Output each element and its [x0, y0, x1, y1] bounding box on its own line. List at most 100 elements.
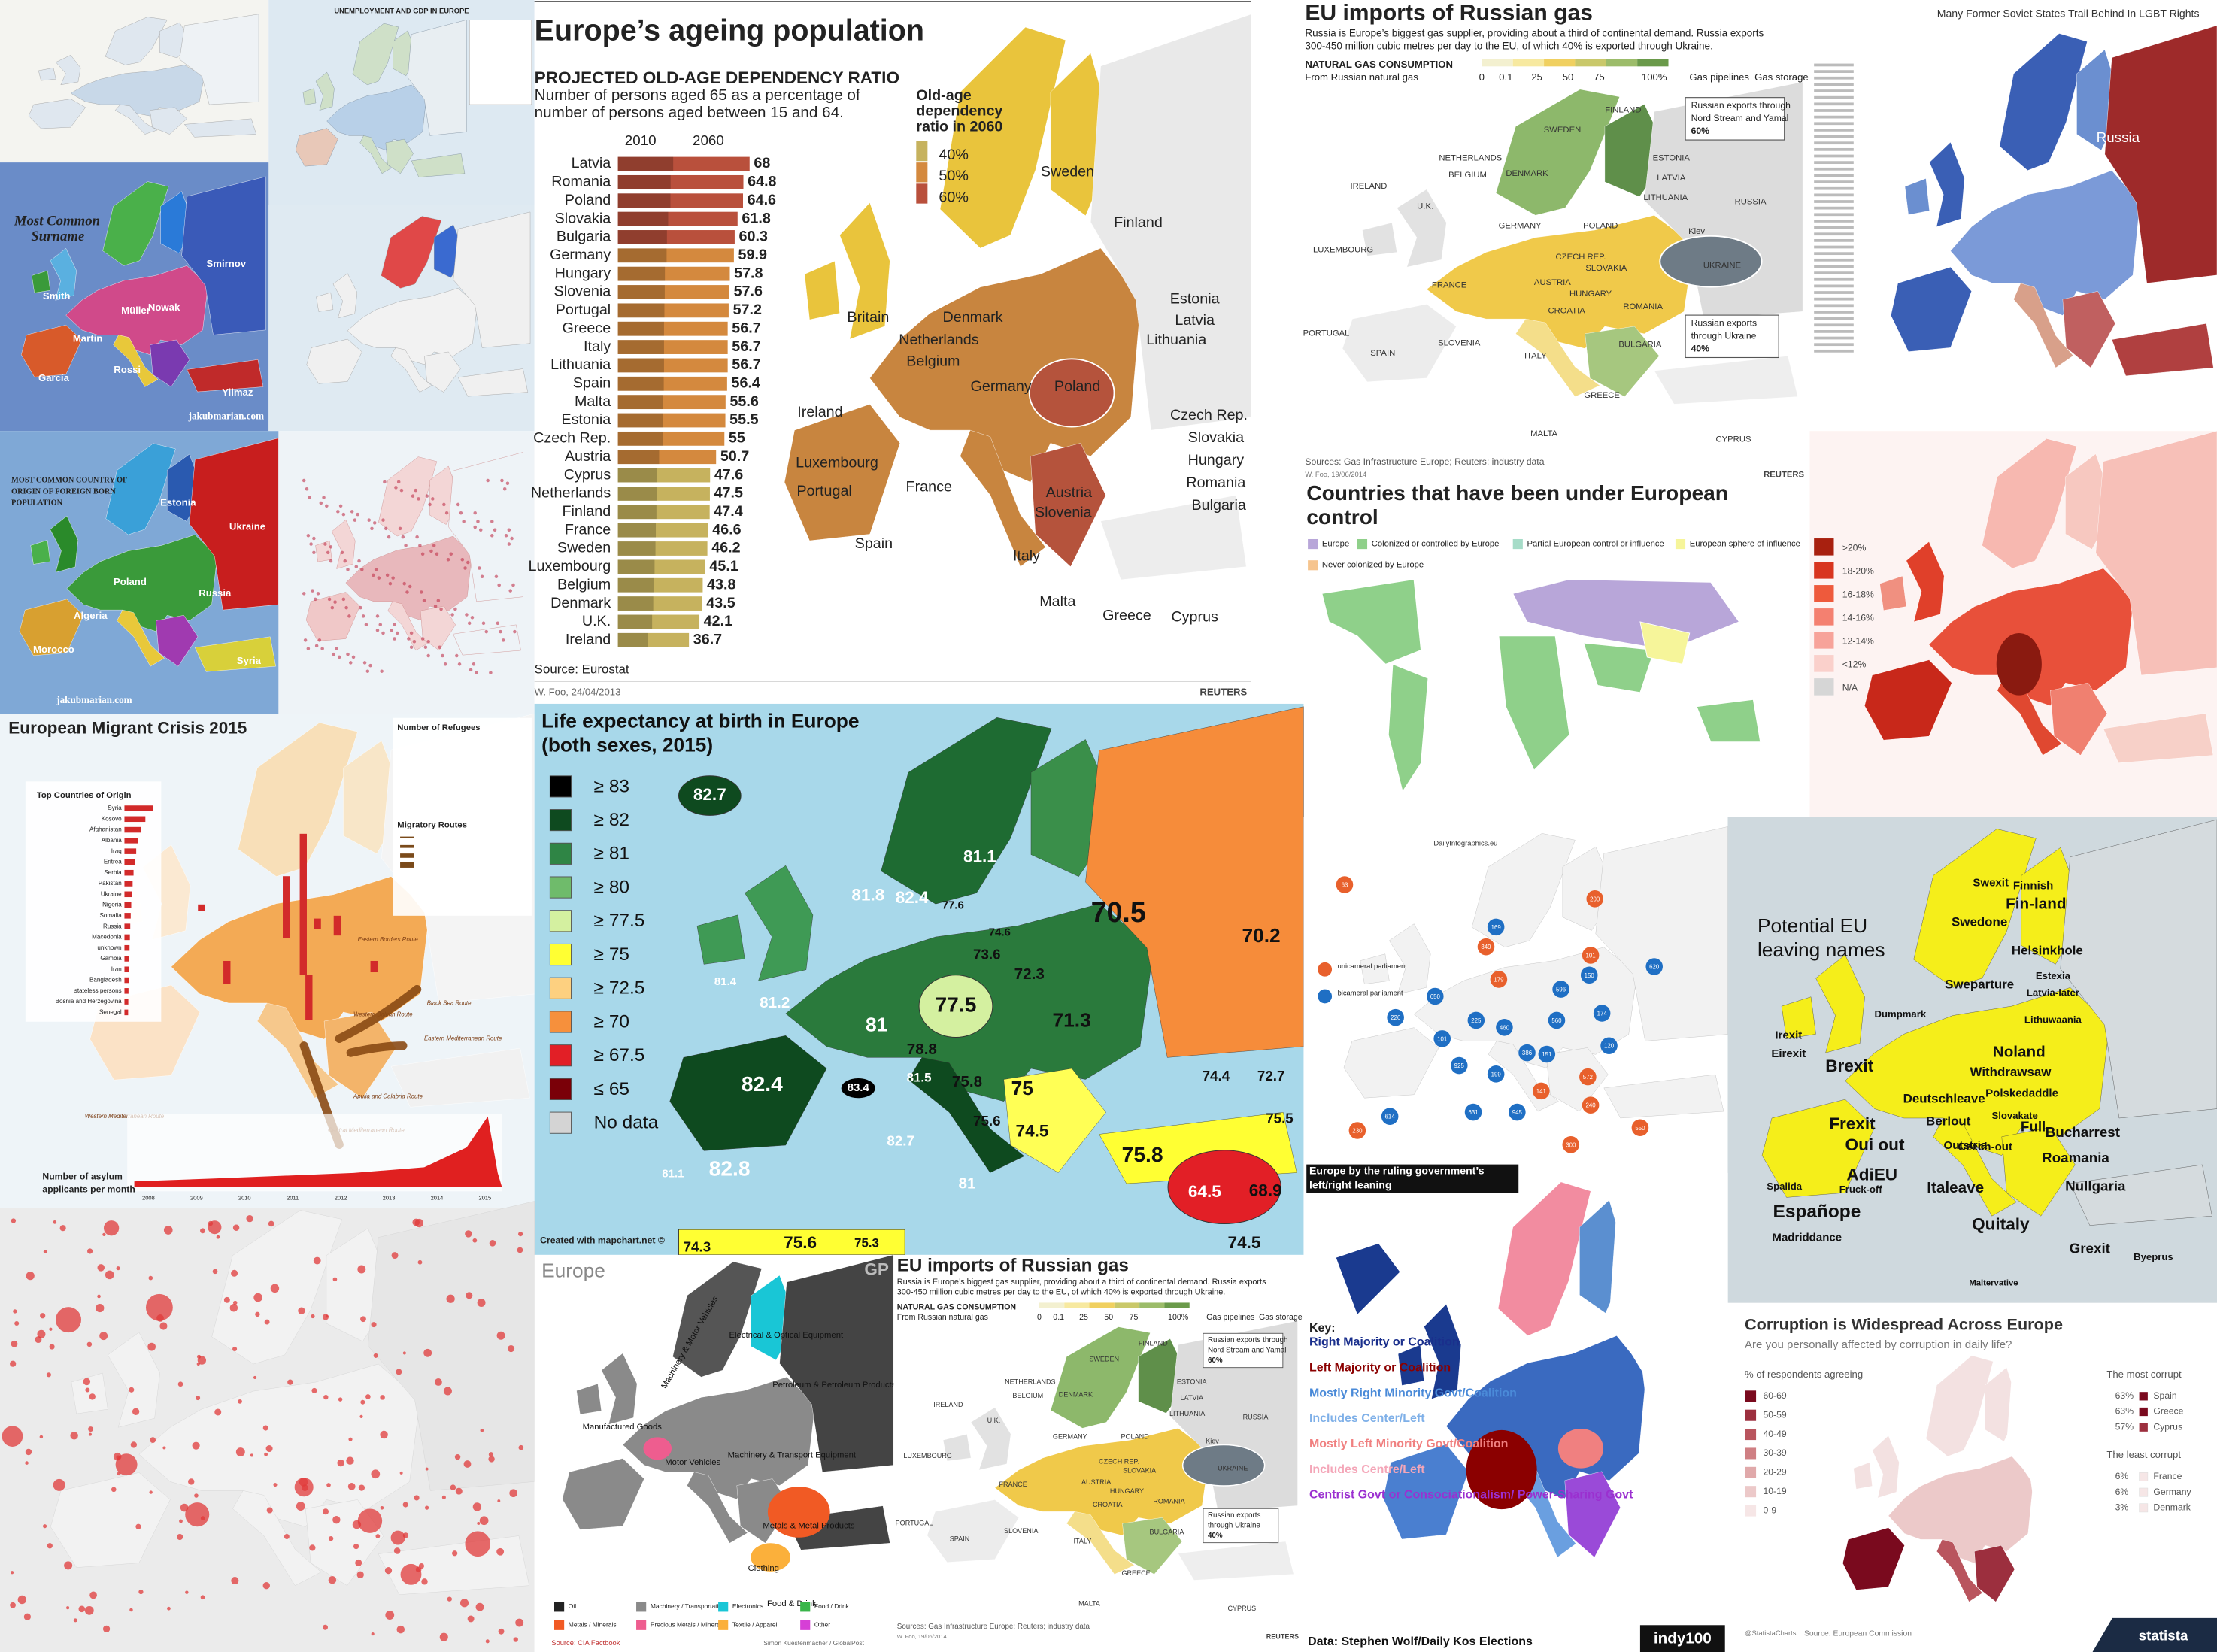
country-label: U.K. [582, 613, 611, 629]
city-dot [391, 1252, 399, 1259]
legend-label: 0-9 [1763, 1505, 1776, 1515]
year-label: 2012 [335, 1195, 347, 1202]
map-label: Noland [1993, 1044, 2046, 1061]
seat-label: 925 [1454, 1062, 1465, 1069]
map-label: HUNGARY [1569, 289, 1612, 299]
map-label: GERMANY [1499, 222, 1542, 231]
list-swatch [2139, 1503, 2149, 1513]
city-dot [96, 1303, 105, 1313]
list-country: Spain [2153, 1390, 2176, 1401]
map-region [38, 68, 56, 80]
year-label: 2010 [238, 1195, 251, 1202]
list-line [1814, 70, 1854, 73]
legend-swatch [549, 775, 572, 798]
origin-bar [124, 816, 146, 823]
map-label: SWEDEN [1089, 1355, 1119, 1363]
legend-swatch [554, 1620, 565, 1630]
map-label: Italy [1013, 548, 1040, 565]
value-label: 56.7 [732, 338, 760, 355]
list-line [1814, 317, 1854, 320]
bar [617, 248, 734, 263]
map-label: 72.3 [1014, 965, 1045, 983]
map-label: SLOVAKIA [1585, 264, 1627, 273]
map-region [1639, 621, 1691, 665]
city-dot [294, 1478, 314, 1497]
city-dot [150, 1437, 156, 1443]
map-dot [327, 597, 332, 602]
brand: GP [864, 1260, 889, 1279]
seat-label: 199 [1491, 1071, 1501, 1078]
map-label: Syria [237, 655, 262, 666]
legend-label: Europe [1322, 540, 1349, 549]
list-line [1814, 200, 1854, 203]
map-dot [497, 583, 501, 587]
map-dot [478, 528, 483, 532]
city-dot [56, 1307, 82, 1333]
city-dot [459, 1599, 469, 1608]
map-label: IRELAND [1351, 182, 1388, 191]
scale-swatch [1575, 59, 1606, 67]
map-label: AUSTRIA [1081, 1478, 1112, 1486]
map-dot [420, 590, 423, 594]
scale-label: 25 [1531, 71, 1542, 83]
city-dot [89, 1393, 96, 1400]
city-dot [238, 1399, 242, 1404]
city-dot [439, 1632, 448, 1641]
map-region [1360, 954, 1389, 984]
origin-bar [124, 869, 134, 876]
map-label: Cyprus [1171, 609, 1218, 626]
map-dot [396, 480, 401, 484]
legend-swatch [549, 1111, 572, 1134]
gas-panel: EU imports of Russian gas Russia is Europ… [1300, 0, 1810, 480]
callout: Russian exports through [1691, 100, 1791, 111]
map-label: Smith [43, 290, 71, 302]
list-line [1814, 102, 1854, 106]
key-label: Includes Center/Left [1309, 1412, 1425, 1425]
map-dot [364, 623, 368, 626]
legend-label: Colonized or controlled by Europe [1372, 540, 1500, 549]
list-line [1814, 220, 1854, 223]
bar [617, 285, 729, 299]
list-line [1814, 63, 1854, 67]
bar [617, 395, 726, 410]
bar [617, 541, 708, 556]
seat-label: 560 [1551, 1017, 1562, 1024]
map-label: Quitaly [1972, 1214, 2030, 1233]
list-line [1814, 252, 1854, 256]
list-line [1814, 89, 1854, 92]
bar-2010 [617, 413, 663, 428]
country-label: France [565, 521, 611, 538]
city-dot [441, 1495, 446, 1499]
city-dot [88, 1426, 94, 1432]
bar [617, 376, 727, 391]
legend-label: N/A [1842, 682, 1858, 693]
city-dot [89, 1591, 97, 1599]
panel-title: Most Common [14, 213, 100, 229]
panel-title: MOST COMMON COUNTRY OF [11, 476, 127, 484]
country-label: Latvia [572, 155, 611, 171]
description: Number of persons aged 65 as a percentag… [535, 86, 860, 104]
map-dot [308, 496, 311, 499]
city-dot [488, 1452, 494, 1457]
map-dot [489, 671, 493, 674]
legend-dot [1318, 962, 1333, 977]
callout [1203, 1508, 1279, 1544]
list-line [1814, 258, 1854, 262]
map-label: Polskedaddle [1985, 1087, 2058, 1100]
map [296, 20, 466, 177]
list-line [1814, 336, 1854, 340]
panel-title: control [1306, 505, 1378, 529]
map-region [927, 1499, 1019, 1562]
map [307, 212, 530, 396]
bar [617, 211, 738, 226]
callout: through Ukraine [1208, 1522, 1260, 1530]
city-dot [326, 1483, 331, 1487]
city-dot [496, 1331, 505, 1340]
legend-title: Migratory Routes [397, 821, 467, 830]
legend-label: 60-69 [1763, 1390, 1786, 1401]
city-dot [97, 1294, 101, 1299]
map-dot [438, 645, 441, 650]
legend-swatch [549, 1044, 572, 1067]
city-dot [296, 1502, 305, 1511]
panel-title: Surname [31, 229, 84, 244]
